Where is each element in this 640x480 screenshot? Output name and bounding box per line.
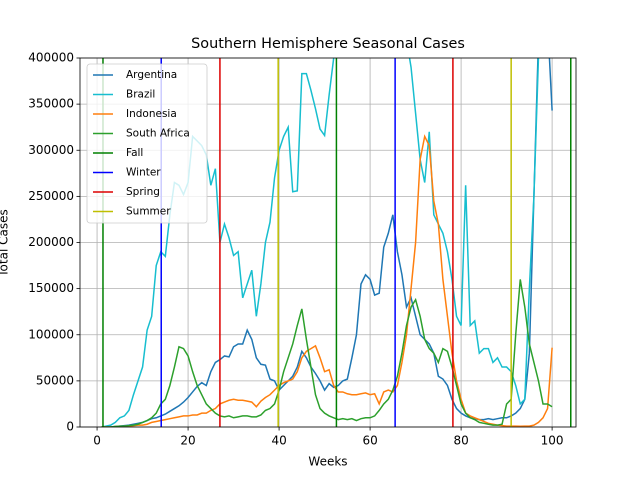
y-tick-label: 400000: [28, 51, 74, 65]
x-axis-label: Weeks: [308, 455, 347, 469]
series-line: [101, 134, 553, 427]
y-tick-label: 350000: [28, 97, 74, 111]
y-tick-label: 50000: [36, 373, 74, 387]
ticks: 0 20 40 60 80 100 0 50000 100000 150000 200000 2500…: [28, 51, 563, 448]
legend-label: Winter: [126, 167, 161, 179]
x-tick-label: 40: [271, 434, 286, 448]
x-tick-label: 80: [453, 434, 468, 448]
y-tick-label: 100000: [28, 327, 74, 341]
x-tick-label: 20: [180, 434, 195, 448]
legend-label: Spring: [126, 186, 160, 198]
chart-title: Southern Hemisphere Seasonal Cases: [191, 36, 465, 52]
y-tick-label: 200000: [28, 235, 74, 249]
x-tick-label: 60: [362, 434, 377, 448]
legend-label: Indonesia: [126, 108, 177, 120]
y-tick-label: 150000: [28, 281, 74, 295]
legend-label: Argentina: [126, 69, 177, 81]
x-tick-label: 0: [93, 434, 101, 448]
legend: Argentina Brazil Indonesia South Africa Fall…: [86, 63, 208, 224]
y-tick-label: 300000: [28, 143, 74, 157]
y-axis-label: Total Cases: [0, 209, 11, 277]
y-tick-label: 250000: [28, 189, 74, 203]
y-tick-label: 0: [66, 420, 74, 434]
legend-box: [86, 63, 208, 224]
series-line: [101, 279, 553, 427]
legend-label: Fall: [126, 147, 143, 159]
legend-label: Brazil: [126, 89, 155, 101]
x-tick-label: 100: [541, 434, 564, 448]
legend-label: South Africa: [126, 128, 190, 140]
plot-area: [101, 58, 572, 427]
legend-label: Summer: [126, 206, 171, 218]
